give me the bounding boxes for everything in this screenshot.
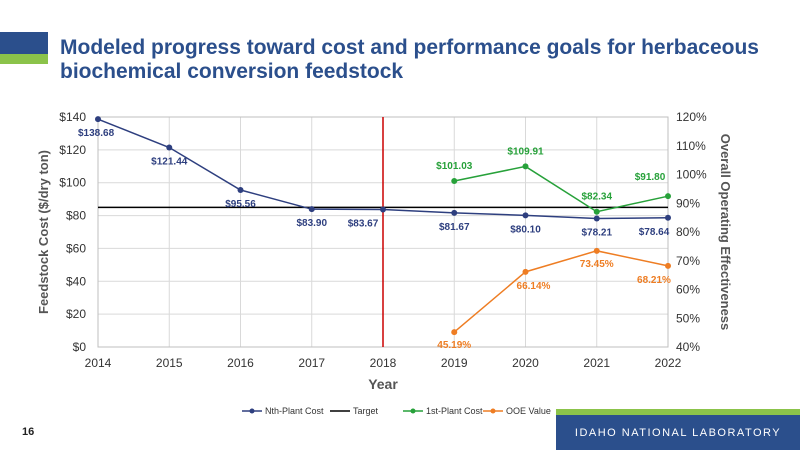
ooe-point: [593, 247, 600, 254]
nth-plant-point: [380, 206, 386, 213]
first-plant-line: [454, 165, 669, 213]
legend-marker: [249, 408, 255, 414]
y-tick-label: $60: [66, 241, 86, 255]
y2-tick-label: 70%: [676, 254, 700, 268]
x-tick-label: 2019: [441, 356, 468, 370]
nth-plant-data-label: $83.90: [296, 218, 327, 229]
y2-tick-label: 50%: [676, 311, 700, 325]
y2-tick-label: 40%: [676, 340, 700, 354]
x-tick-label: 2018: [370, 356, 397, 370]
x-tick-label: 2020: [512, 356, 539, 370]
nth-plant-point: [166, 144, 173, 151]
first-plant-data-label: $91.80: [635, 172, 666, 183]
nth-plant-data-label: $81.67: [439, 222, 470, 233]
x-tick-label: 2021: [583, 356, 610, 370]
legend-label: 1st-Plant Cost: [426, 406, 483, 416]
first-plant-point: [451, 178, 458, 185]
legend-marker: [490, 408, 496, 414]
x-tick-label: 2017: [298, 356, 325, 370]
legend-label: OOE Value: [506, 406, 551, 416]
nth-plant-point: [451, 209, 458, 216]
nth-plant-data-label: $138.68: [78, 128, 115, 139]
first-plant-point: [593, 208, 600, 215]
nth-plant-point: [95, 116, 101, 123]
footer-accent-green: [556, 409, 800, 415]
nth-plant-point: [593, 215, 600, 222]
nth-plant-data-label: $80.10: [510, 224, 541, 235]
ooe-point: [665, 262, 671, 269]
y2-tick-label: 100%: [676, 168, 707, 182]
y2-tick-label: 120%: [676, 110, 707, 124]
first-plant-point: [522, 163, 529, 170]
legend-marker: [410, 408, 416, 414]
x-tick-label: 2015: [156, 356, 183, 370]
slide-number: 16: [22, 426, 35, 438]
y2-tick-label: 80%: [676, 225, 700, 239]
y-tick-label: $20: [66, 307, 86, 321]
y2-axis-title: Overall Operating Effectiveness: [718, 134, 733, 331]
nth-plant-point: [308, 206, 315, 213]
y-tick-label: $100: [59, 176, 86, 190]
x-tick-label: 2022: [655, 356, 682, 370]
first-plant-data-label: $82.34: [581, 192, 612, 203]
title-accent-green: [0, 54, 48, 64]
ooe-point: [451, 329, 458, 336]
title-accent-bar: [0, 32, 48, 54]
nth-plant-data-label: $78.21: [581, 228, 612, 239]
y-tick-label: $0: [73, 340, 87, 354]
y-tick-label: $80: [66, 209, 86, 223]
nth-plant-data-label: $121.44: [151, 156, 188, 167]
x-tick-label: 2014: [85, 356, 112, 370]
y-tick-label: $120: [59, 143, 86, 157]
ooe-line: [453, 250, 669, 333]
first-plant-data-label: $109.91: [507, 146, 544, 157]
nth-plant-point: [522, 212, 529, 219]
y2-tick-label: 110%: [676, 139, 706, 153]
ooe-data-label: 45.19%: [437, 340, 471, 351]
nth-plant-point: [665, 214, 671, 221]
nth-plant-data-label: $83.67: [348, 219, 379, 230]
nth-plant-point: [237, 187, 244, 194]
slide-title: Modeled progress toward cost and perform…: [60, 36, 759, 83]
first-plant-point: [665, 193, 671, 200]
nth-plant-data-label: $78.64: [639, 227, 670, 238]
x-axis-title: Year: [368, 376, 398, 392]
y-axis-title: Feedstock Cost ($/dry ton): [36, 150, 51, 314]
ooe-data-label: 66.14%: [517, 281, 551, 292]
footer-lab-name: IDAHO NATIONAL LABORATORY: [556, 415, 800, 450]
first-plant-data-label: $101.03: [436, 161, 473, 172]
ooe-point: [522, 268, 529, 275]
ooe-data-label: 73.45%: [580, 259, 614, 270]
ooe-data-label: 68.21%: [637, 275, 671, 286]
y2-tick-label: 60%: [676, 283, 700, 297]
y-tick-label: $40: [66, 274, 86, 288]
y-tick-label: $140: [59, 110, 86, 124]
y2-tick-label: 90%: [676, 196, 700, 210]
nth-plant-data-label: $95.56: [225, 199, 256, 210]
legend-label: Nth-Plant Cost: [265, 406, 324, 416]
x-tick-label: 2016: [227, 356, 254, 370]
legend-label: Target: [353, 406, 379, 416]
